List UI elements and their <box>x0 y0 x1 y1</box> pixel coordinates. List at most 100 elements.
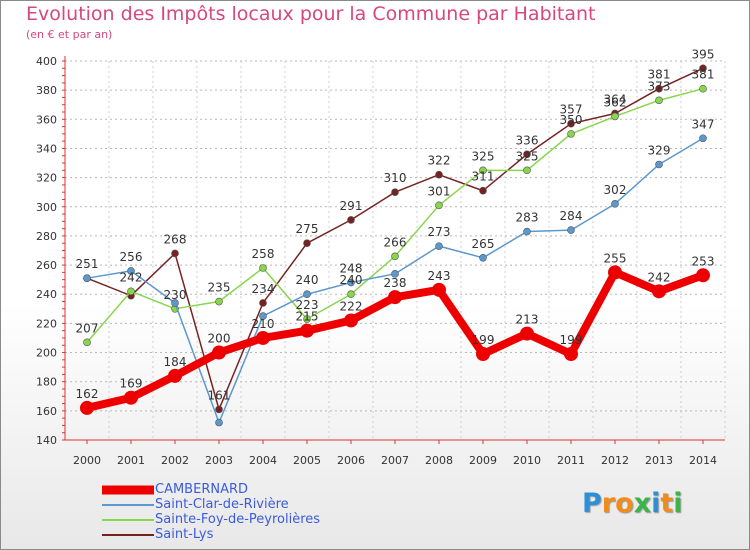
data-point <box>479 166 487 175</box>
data-label: 311 <box>472 170 495 184</box>
data-point <box>699 84 707 93</box>
data-label: 240 <box>296 273 319 287</box>
data-label: 381 <box>692 68 715 82</box>
data-label: 242 <box>120 270 143 284</box>
data-point <box>652 284 666 299</box>
x-tick-label: 2011 <box>557 454 585 467</box>
data-label: 283 <box>516 211 539 225</box>
data-point <box>347 278 355 287</box>
proxiti-logo: Proxiti <box>582 488 683 519</box>
data-point <box>523 166 531 175</box>
data-point <box>523 150 531 159</box>
x-tick-label: 2014 <box>689 454 717 467</box>
data-label: 364 <box>604 92 627 106</box>
y-tick-label: 140 <box>36 434 57 447</box>
legend-swatch <box>102 504 154 506</box>
data-point <box>435 201 443 210</box>
data-point <box>435 242 443 250</box>
data-label: 310 <box>384 171 407 185</box>
x-tick-label: 2002 <box>161 454 189 467</box>
x-tick-label: 2006 <box>337 454 365 467</box>
data-label: 248 <box>340 262 363 276</box>
data-point <box>83 274 91 282</box>
data-label: 268 <box>164 232 187 246</box>
y-tick-label: 320 <box>36 172 57 185</box>
data-point <box>479 186 487 195</box>
x-tick-label: 2007 <box>381 454 409 467</box>
data-label: 199 <box>472 333 495 347</box>
legend-swatch <box>102 519 154 521</box>
data-label: 284 <box>560 209 583 223</box>
y-tick-label: 160 <box>36 405 57 418</box>
data-point <box>479 253 487 262</box>
logo-letter: P <box>582 488 602 519</box>
data-point <box>303 290 311 299</box>
data-label: 161 <box>208 388 231 402</box>
data-label: 273 <box>428 225 451 239</box>
x-tick-label: 2009 <box>469 454 497 467</box>
data-label: 169 <box>120 377 143 391</box>
data-label: 265 <box>472 237 495 251</box>
data-label: 291 <box>340 199 363 213</box>
data-labels: 162 169 184 200 210 215 222 238 243 199 213 199 255 2… <box>76 47 715 402</box>
data-label: 336 <box>516 133 539 147</box>
data-label: 266 <box>384 235 407 249</box>
y-tick-label: 340 <box>36 142 57 155</box>
data-point <box>611 200 619 208</box>
logo-letter: r <box>601 488 616 519</box>
data-label: 242 <box>648 270 671 284</box>
data-label: 235 <box>208 281 231 295</box>
data-label: 234 <box>252 282 275 296</box>
legend-swatch <box>102 485 154 495</box>
x-tick-label: 2001 <box>117 454 145 467</box>
data-point <box>168 368 182 383</box>
data-label: 258 <box>252 247 275 261</box>
data-label: 347 <box>692 117 715 131</box>
data-point <box>567 130 575 138</box>
data-point <box>655 84 663 93</box>
data-point <box>432 282 446 297</box>
data-point <box>391 252 399 261</box>
y-tick-label: 220 <box>36 317 57 330</box>
data-label: 215 <box>296 310 319 324</box>
data-point <box>127 267 135 275</box>
data-point <box>655 160 663 169</box>
data-point <box>300 323 314 338</box>
data-point <box>523 227 531 236</box>
data-point <box>564 346 578 361</box>
data-label: 199 <box>560 333 583 347</box>
data-point <box>567 226 575 234</box>
data-point <box>303 315 311 323</box>
x-tick-label: 2003 <box>205 454 233 467</box>
data-point <box>347 290 355 299</box>
legend-label: Sainte-Foy-de-Peyrolières <box>155 512 321 527</box>
data-point <box>80 400 94 415</box>
y-tick-label: 300 <box>36 201 57 214</box>
y-tick-label: 240 <box>36 288 57 301</box>
data-point <box>699 134 707 143</box>
data-label: 255 <box>604 251 627 265</box>
data-point <box>212 345 226 360</box>
data-point <box>259 264 267 272</box>
data-label: 381 <box>648 68 671 82</box>
data-point <box>520 326 534 341</box>
y-tick-label: 380 <box>36 84 57 97</box>
data-point <box>391 270 399 278</box>
data-label: 325 <box>516 149 539 163</box>
x-tick-label: 2000 <box>73 454 101 467</box>
data-point <box>259 312 267 320</box>
legend-label: CAMBERNARD <box>155 482 249 497</box>
data-point <box>259 299 267 307</box>
data-label: 238 <box>384 276 407 290</box>
legend-swatch <box>102 534 154 536</box>
series-line-2 <box>86 87 704 343</box>
data-label: 373 <box>648 79 671 93</box>
data-point <box>699 64 707 73</box>
axes: 140 160 180 200 220 240 260 280 300 320 340 360 380 4… <box>36 55 725 467</box>
data-point <box>347 216 355 224</box>
logo-letter: x <box>633 488 652 519</box>
y-tick-label: 280 <box>36 230 57 243</box>
data-label: 207 <box>76 321 99 335</box>
y-tick-label: 200 <box>36 347 57 360</box>
